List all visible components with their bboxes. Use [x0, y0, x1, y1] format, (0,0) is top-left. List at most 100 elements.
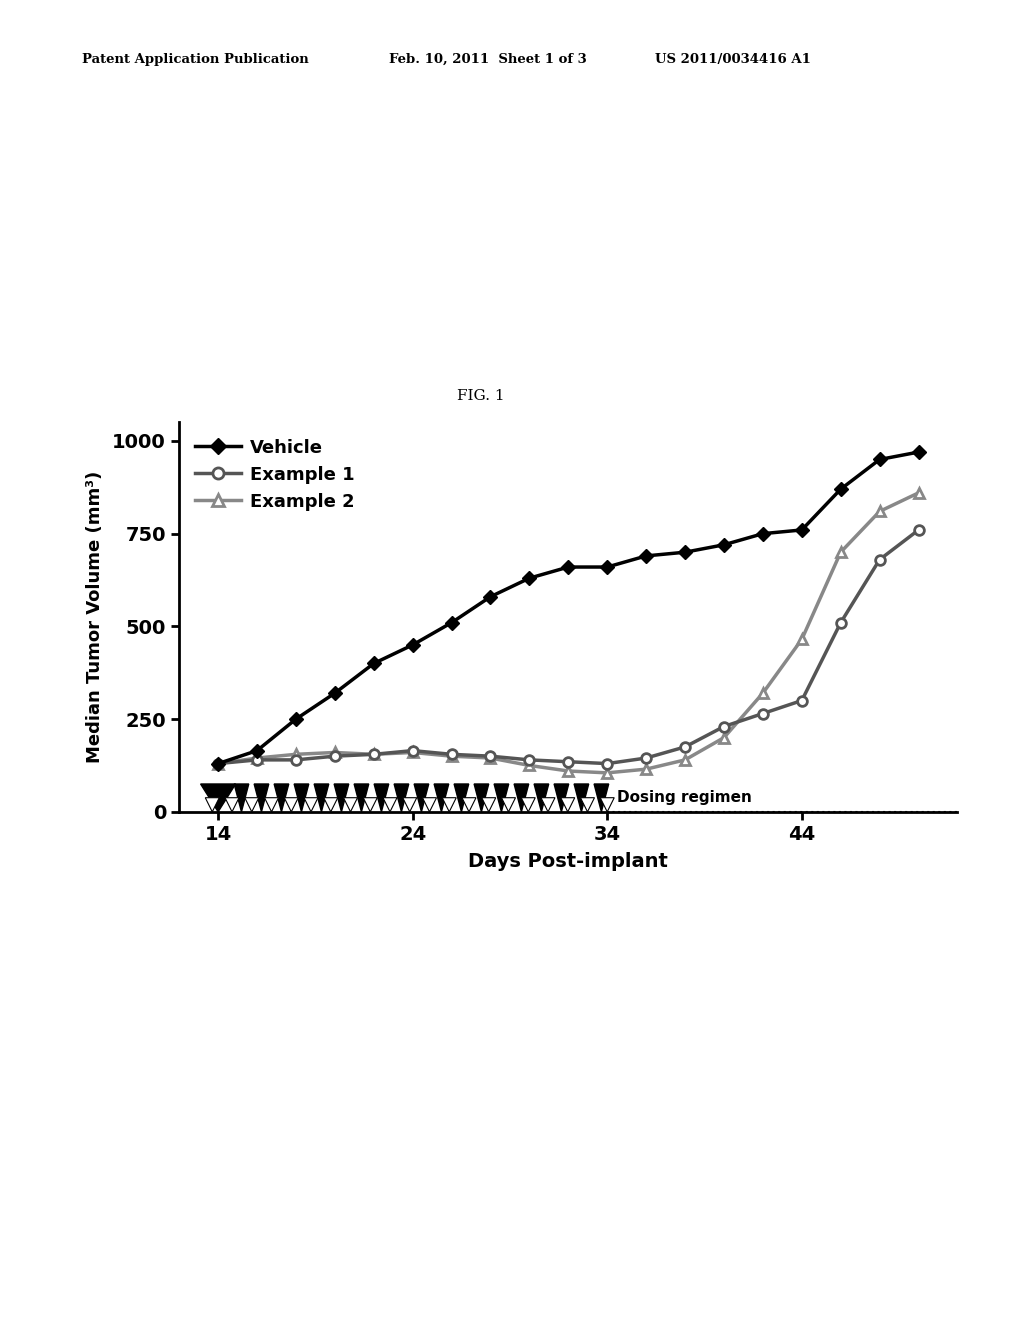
Y-axis label: Median Tumor Volume (mm³): Median Tumor Volume (mm³): [86, 471, 103, 763]
Polygon shape: [294, 784, 309, 812]
Line: Example 1: Example 1: [213, 525, 924, 768]
Example 1: [796, 693, 808, 709]
Example 1: [562, 754, 574, 770]
Polygon shape: [285, 797, 298, 812]
Polygon shape: [554, 784, 568, 812]
Polygon shape: [234, 784, 249, 812]
Polygon shape: [541, 797, 555, 812]
Polygon shape: [600, 797, 614, 812]
Polygon shape: [374, 784, 389, 812]
Vehicle: [407, 638, 419, 653]
Text: Patent Application Publication: Patent Application Publication: [82, 53, 308, 66]
Example 2: [679, 752, 691, 768]
Polygon shape: [423, 797, 436, 812]
Example 2: [212, 755, 224, 771]
Polygon shape: [581, 797, 595, 812]
Polygon shape: [394, 784, 409, 812]
Example 1: [251, 752, 263, 768]
Polygon shape: [354, 784, 369, 812]
Example 2: [407, 744, 419, 760]
Example 2: [718, 730, 730, 746]
Example 2: [523, 758, 536, 774]
Line: Example 2: Example 2: [213, 488, 924, 777]
Vehicle: [445, 615, 458, 631]
Polygon shape: [414, 784, 429, 812]
Example 2: [601, 766, 613, 781]
Vehicle: [757, 525, 769, 541]
Text: US 2011/0034416 A1: US 2011/0034416 A1: [655, 53, 811, 66]
Example 2: [873, 503, 886, 519]
Vehicle: [835, 482, 847, 498]
Example 2: [368, 746, 380, 762]
Polygon shape: [225, 797, 239, 812]
Vehicle: [251, 743, 263, 759]
Polygon shape: [343, 797, 357, 812]
Polygon shape: [502, 797, 515, 812]
Polygon shape: [574, 784, 589, 812]
Polygon shape: [364, 797, 377, 812]
Example 1: [873, 552, 886, 568]
Vehicle: [679, 544, 691, 560]
Example 1: [329, 748, 341, 764]
Example 1: [484, 748, 497, 764]
Text: FIG. 1: FIG. 1: [458, 388, 505, 403]
Polygon shape: [442, 797, 457, 812]
Polygon shape: [462, 797, 476, 812]
Vehicle: [796, 521, 808, 537]
X-axis label: Days Post-implant: Days Post-implant: [468, 853, 669, 871]
Legend: Vehicle, Example 1, Example 2: Vehicle, Example 1, Example 2: [188, 432, 361, 517]
Polygon shape: [264, 797, 279, 812]
Polygon shape: [304, 797, 318, 812]
Vehicle: [290, 711, 302, 727]
Polygon shape: [383, 797, 397, 812]
Vehicle: [718, 537, 730, 553]
Example 1: [368, 746, 380, 762]
Text: Dosing regimen: Dosing regimen: [616, 791, 752, 805]
Polygon shape: [245, 797, 259, 812]
Polygon shape: [535, 784, 549, 812]
Vehicle: [601, 560, 613, 576]
Polygon shape: [402, 797, 417, 812]
Polygon shape: [201, 784, 236, 812]
Example 2: [445, 748, 458, 764]
Example 1: [718, 718, 730, 734]
Polygon shape: [434, 784, 449, 812]
Line: Vehicle: Vehicle: [213, 447, 924, 768]
Example 1: [407, 743, 419, 759]
Vehicle: [640, 548, 652, 564]
Polygon shape: [495, 784, 509, 812]
Polygon shape: [521, 797, 536, 812]
Example 1: [523, 752, 536, 768]
Example 1: [640, 750, 652, 766]
Example 1: [679, 739, 691, 755]
Vehicle: [523, 570, 536, 586]
Vehicle: [329, 685, 341, 701]
Vehicle: [212, 755, 224, 771]
Polygon shape: [454, 784, 469, 812]
Example 1: [757, 706, 769, 722]
Vehicle: [484, 589, 497, 605]
Polygon shape: [594, 784, 608, 812]
Example 2: [757, 685, 769, 701]
Example 2: [562, 763, 574, 779]
Example 2: [912, 484, 925, 500]
Polygon shape: [254, 784, 268, 812]
Vehicle: [368, 656, 380, 672]
Example 2: [640, 762, 652, 777]
Polygon shape: [324, 797, 338, 812]
Polygon shape: [481, 797, 496, 812]
Example 1: [912, 521, 925, 537]
Vehicle: [562, 560, 574, 576]
Polygon shape: [561, 797, 574, 812]
Polygon shape: [334, 784, 349, 812]
Vehicle: [912, 444, 925, 459]
Polygon shape: [474, 784, 488, 812]
Polygon shape: [314, 784, 329, 812]
Example 1: [290, 752, 302, 768]
Example 2: [484, 750, 497, 766]
Polygon shape: [205, 797, 219, 812]
Example 1: [445, 746, 458, 762]
Example 2: [329, 744, 341, 760]
Example 1: [601, 755, 613, 771]
Example 2: [251, 750, 263, 766]
